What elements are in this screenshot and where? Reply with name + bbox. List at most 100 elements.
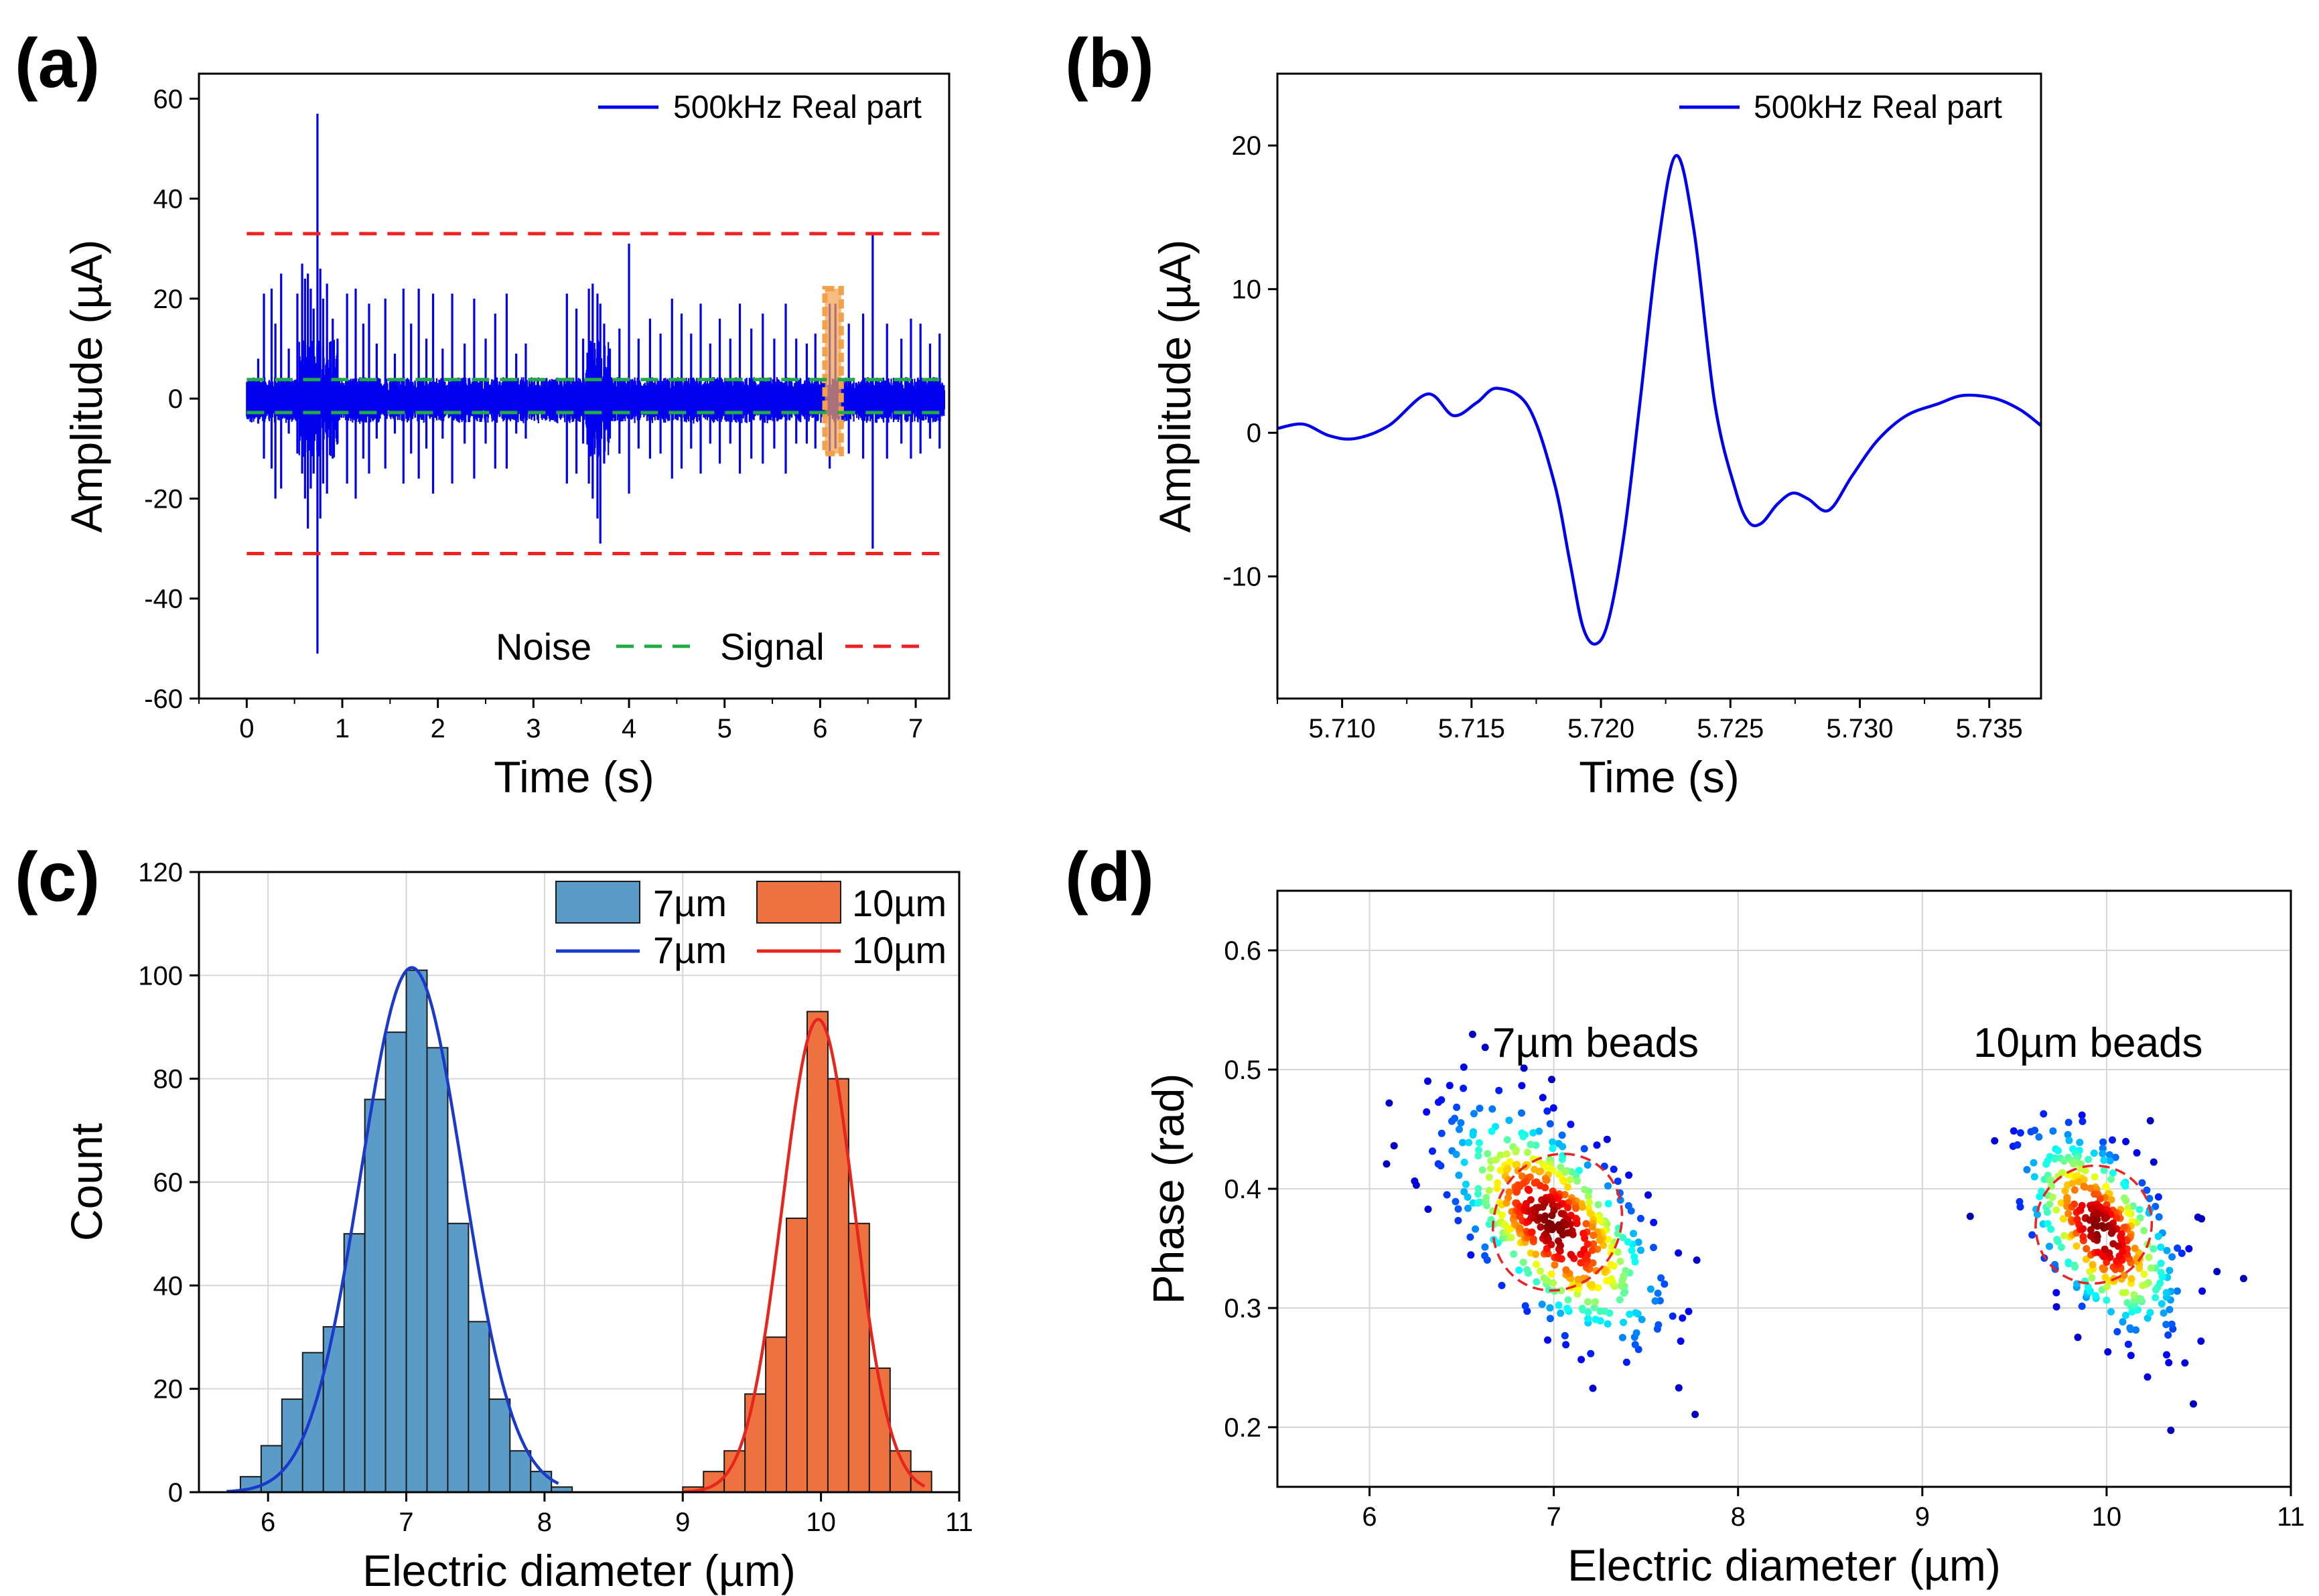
point-7um [1555, 1171, 1563, 1178]
point-7um [1564, 1296, 1572, 1304]
point-7um [1533, 1278, 1541, 1286]
point-7um [1488, 1105, 1496, 1113]
y-tick-label: 120 [138, 858, 183, 887]
point-10um [2162, 1321, 2170, 1329]
point-7um [1577, 1250, 1585, 1258]
point-7um [1494, 1239, 1502, 1247]
point-10um [2074, 1333, 2082, 1341]
point-7um [1488, 1127, 1496, 1135]
point-7um [1482, 1193, 1490, 1202]
point-10um [2103, 1283, 2111, 1291]
panel-d-grid [1277, 891, 2292, 1487]
point-10um [2016, 1129, 2024, 1137]
point-7um [1529, 1235, 1537, 1243]
point-7um [1437, 1096, 1446, 1104]
point-7um [1587, 1350, 1595, 1358]
point-10um [2121, 1311, 2129, 1319]
point-7um [1669, 1312, 1677, 1320]
point-7um [1584, 1240, 1592, 1248]
point-10um [2154, 1193, 2162, 1201]
y-tick-label: 0.4 [1224, 1175, 1261, 1204]
point-10um [2052, 1289, 2060, 1297]
point-7um [1453, 1103, 1461, 1111]
point-7um [1541, 1183, 1549, 1191]
point-10um [2070, 1160, 2077, 1168]
bar-10um [786, 1218, 808, 1494]
bar-7um [301, 1352, 324, 1494]
point-10um [2167, 1427, 2175, 1435]
point-10um [2042, 1160, 2050, 1168]
point-7um [1638, 1315, 1646, 1323]
point-10um [2014, 1141, 2022, 1149]
point-10um [2064, 1131, 2072, 1139]
point-10um [2064, 1210, 2072, 1218]
point-7um [1604, 1320, 1612, 1328]
point-7um [1512, 1161, 1520, 1169]
point-7um [1654, 1289, 1662, 1297]
point-7um [1691, 1410, 1699, 1419]
point-7um [1618, 1282, 1626, 1290]
panel-letter-a: (a) [15, 25, 100, 102]
point-7um [1558, 1155, 1566, 1163]
point-7um [1555, 1301, 1563, 1309]
x-tick-label: 1 [335, 714, 350, 743]
point-10um [2190, 1400, 2197, 1408]
point-10um [2081, 1183, 2089, 1191]
point-7um [1553, 1252, 1561, 1260]
point-10um [2088, 1274, 2096, 1282]
point-10um [2101, 1214, 2109, 1222]
y-tick-label: 0 [168, 384, 183, 414]
x-tick-label: 0 [239, 714, 254, 743]
bar-7um [343, 1233, 366, 1493]
point-7um [1459, 1139, 1466, 1147]
point-7um [1539, 1094, 1547, 1102]
point-10um [2213, 1268, 2221, 1276]
point-7um [1561, 1168, 1569, 1176]
point-7um [1424, 1077, 1431, 1085]
point-7um [1476, 1104, 1484, 1112]
point-10um [2079, 1233, 2087, 1240]
point-7um [1593, 1141, 1601, 1149]
point-7um [1551, 1261, 1559, 1269]
panel-letter-d: (d) [1065, 839, 1154, 916]
point-7um [1486, 1165, 1494, 1172]
bar-7um [260, 1445, 283, 1494]
point-7um [1632, 1329, 1640, 1337]
point-10um [2113, 1327, 2121, 1335]
point-7um [1657, 1274, 1665, 1282]
point-7um [1467, 1251, 1475, 1259]
point-7um [1634, 1238, 1642, 1246]
point-7um [1537, 1223, 1545, 1231]
point-10um [2061, 1187, 2069, 1195]
point-7um [1573, 1290, 1582, 1298]
point-7um [1592, 1298, 1599, 1306]
point-7um [1494, 1179, 1502, 1187]
point-10um [2160, 1309, 2168, 1317]
y-tick-label: 0.6 [1224, 936, 1261, 966]
point-7um [1474, 1152, 1482, 1160]
point-7um [1630, 1230, 1638, 1238]
point-7um [1454, 1205, 1462, 1213]
point-7um [1608, 1243, 1616, 1251]
point-7um [1644, 1191, 1652, 1199]
point-7um [1457, 1119, 1465, 1127]
panel-c-chart: 6 7 8 9 10 11 0 20 40 60 80 100 120 7µm 10µm 7µm 10µ… [62, 858, 973, 1595]
point-10um [2089, 1260, 2097, 1268]
legend-swatch-7um [555, 881, 640, 924]
point-7um [1524, 1149, 1531, 1157]
panel-a-plot-frame [198, 72, 951, 700]
point-10um [2158, 1300, 2166, 1308]
point-10um [2078, 1302, 2086, 1310]
y-tick-label: 0.3 [1224, 1294, 1261, 1323]
point-10um [2054, 1238, 2062, 1246]
point-10um [2162, 1289, 2170, 1297]
point-10um [2164, 1331, 2172, 1339]
point-10um [2038, 1187, 2046, 1195]
bar-10um [847, 1222, 870, 1493]
point-10um [2143, 1186, 2151, 1194]
point-7um [1618, 1333, 1626, 1341]
panel-a-threshold-lines [247, 232, 941, 556]
point-7um [1581, 1234, 1589, 1242]
point-10um [2135, 1206, 2144, 1214]
point-10um [2058, 1243, 2065, 1251]
